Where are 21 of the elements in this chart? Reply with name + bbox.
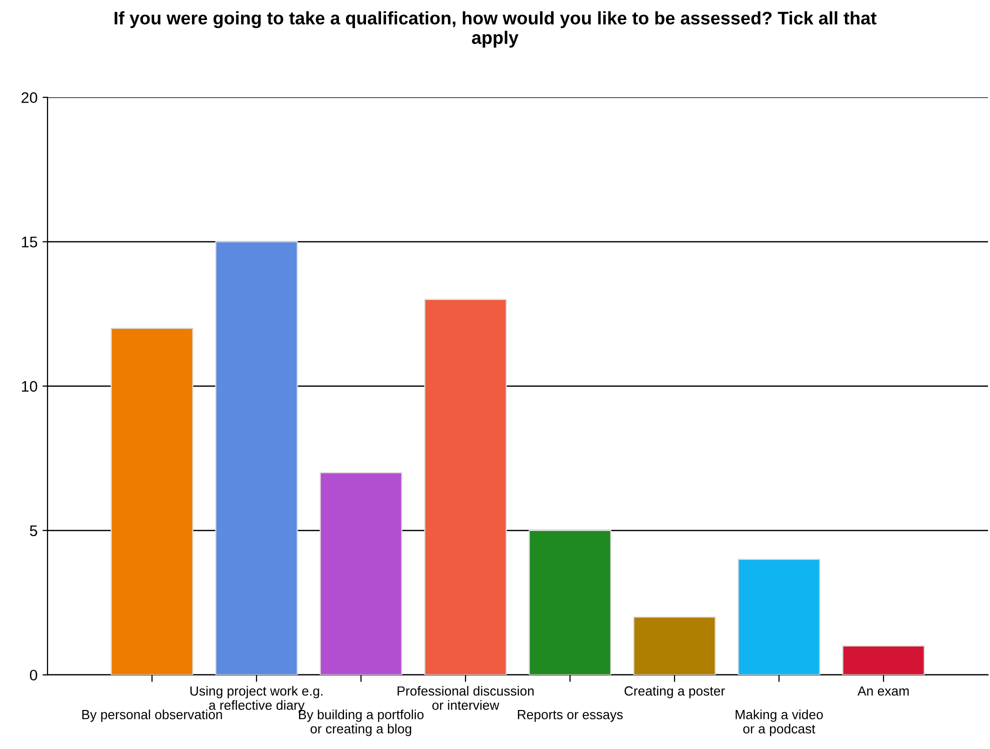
- x-tick-label: Reports or essays: [518, 710, 623, 722]
- x-tick-label: Professional discussion or interview: [398, 686, 534, 710]
- bar: [528, 530, 612, 675]
- x-tick-label: Creating a poster: [624, 686, 725, 698]
- y-tick-label: 5: [30, 526, 38, 536]
- x-tick-label: By personal observation: [82, 710, 222, 722]
- bar: [842, 645, 925, 675]
- bar: [215, 241, 298, 675]
- y-tick-label: 0: [30, 670, 38, 681]
- y-tick-label: 15: [22, 236, 38, 248]
- x-tick-label: Making a video or a podcast: [736, 710, 823, 736]
- x-tick-label: An exam: [858, 686, 909, 696]
- y-tick-label: 20: [22, 92, 38, 104]
- x-tick-label: By building a portfolio or creating a blog: [299, 710, 424, 736]
- bar: [320, 472, 402, 675]
- bar: [633, 616, 716, 675]
- y-tick-label: 10: [22, 380, 38, 392]
- bar: [424, 298, 507, 675]
- chart-title: If you were going to take a qualification, how would you like to be assessed? Tick all that apply: [114, 11, 876, 48]
- bar: [110, 328, 194, 675]
- bar: [738, 558, 820, 675]
